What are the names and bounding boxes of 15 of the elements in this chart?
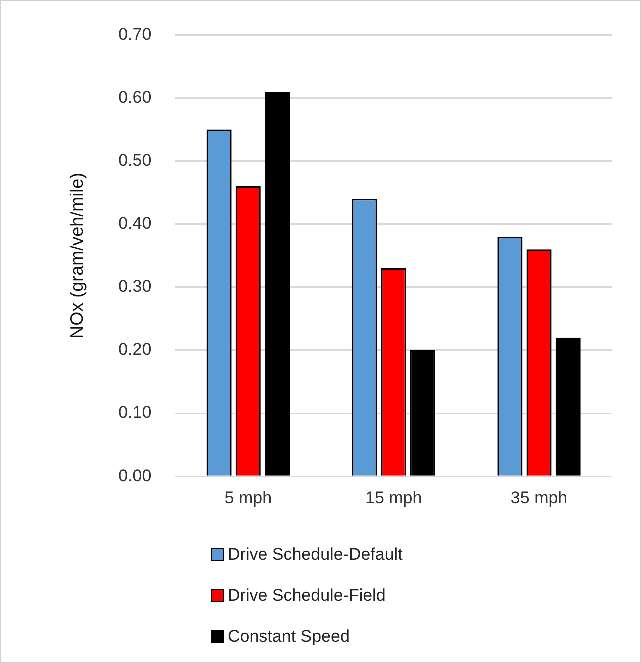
y-tick-label: 0.60: [118, 88, 152, 107]
y-tick-label: 0.70: [118, 24, 152, 44]
y-tick-label: 0.20: [118, 340, 152, 360]
y-tick-label: 0.10: [118, 403, 152, 422]
x-tick-label: 15 mph: [365, 488, 422, 508]
y-tick-label: 0.40: [118, 214, 152, 234]
legend-label: Drive Schedule-Field: [228, 586, 386, 606]
x-tick-label: 5 mph: [224, 488, 272, 508]
y-tick-label: 0.00: [118, 466, 152, 486]
y-axis-title: NOx (gram/veh/mile): [66, 172, 87, 339]
x-tick-label: 35 mph: [510, 488, 568, 508]
y-tick-label: 0.30: [118, 277, 152, 296]
y-tick-label: 0.50: [118, 151, 152, 170]
legend-label: Constant Speed: [228, 626, 350, 646]
legend-label: Drive Schedule-Default: [228, 544, 403, 564]
